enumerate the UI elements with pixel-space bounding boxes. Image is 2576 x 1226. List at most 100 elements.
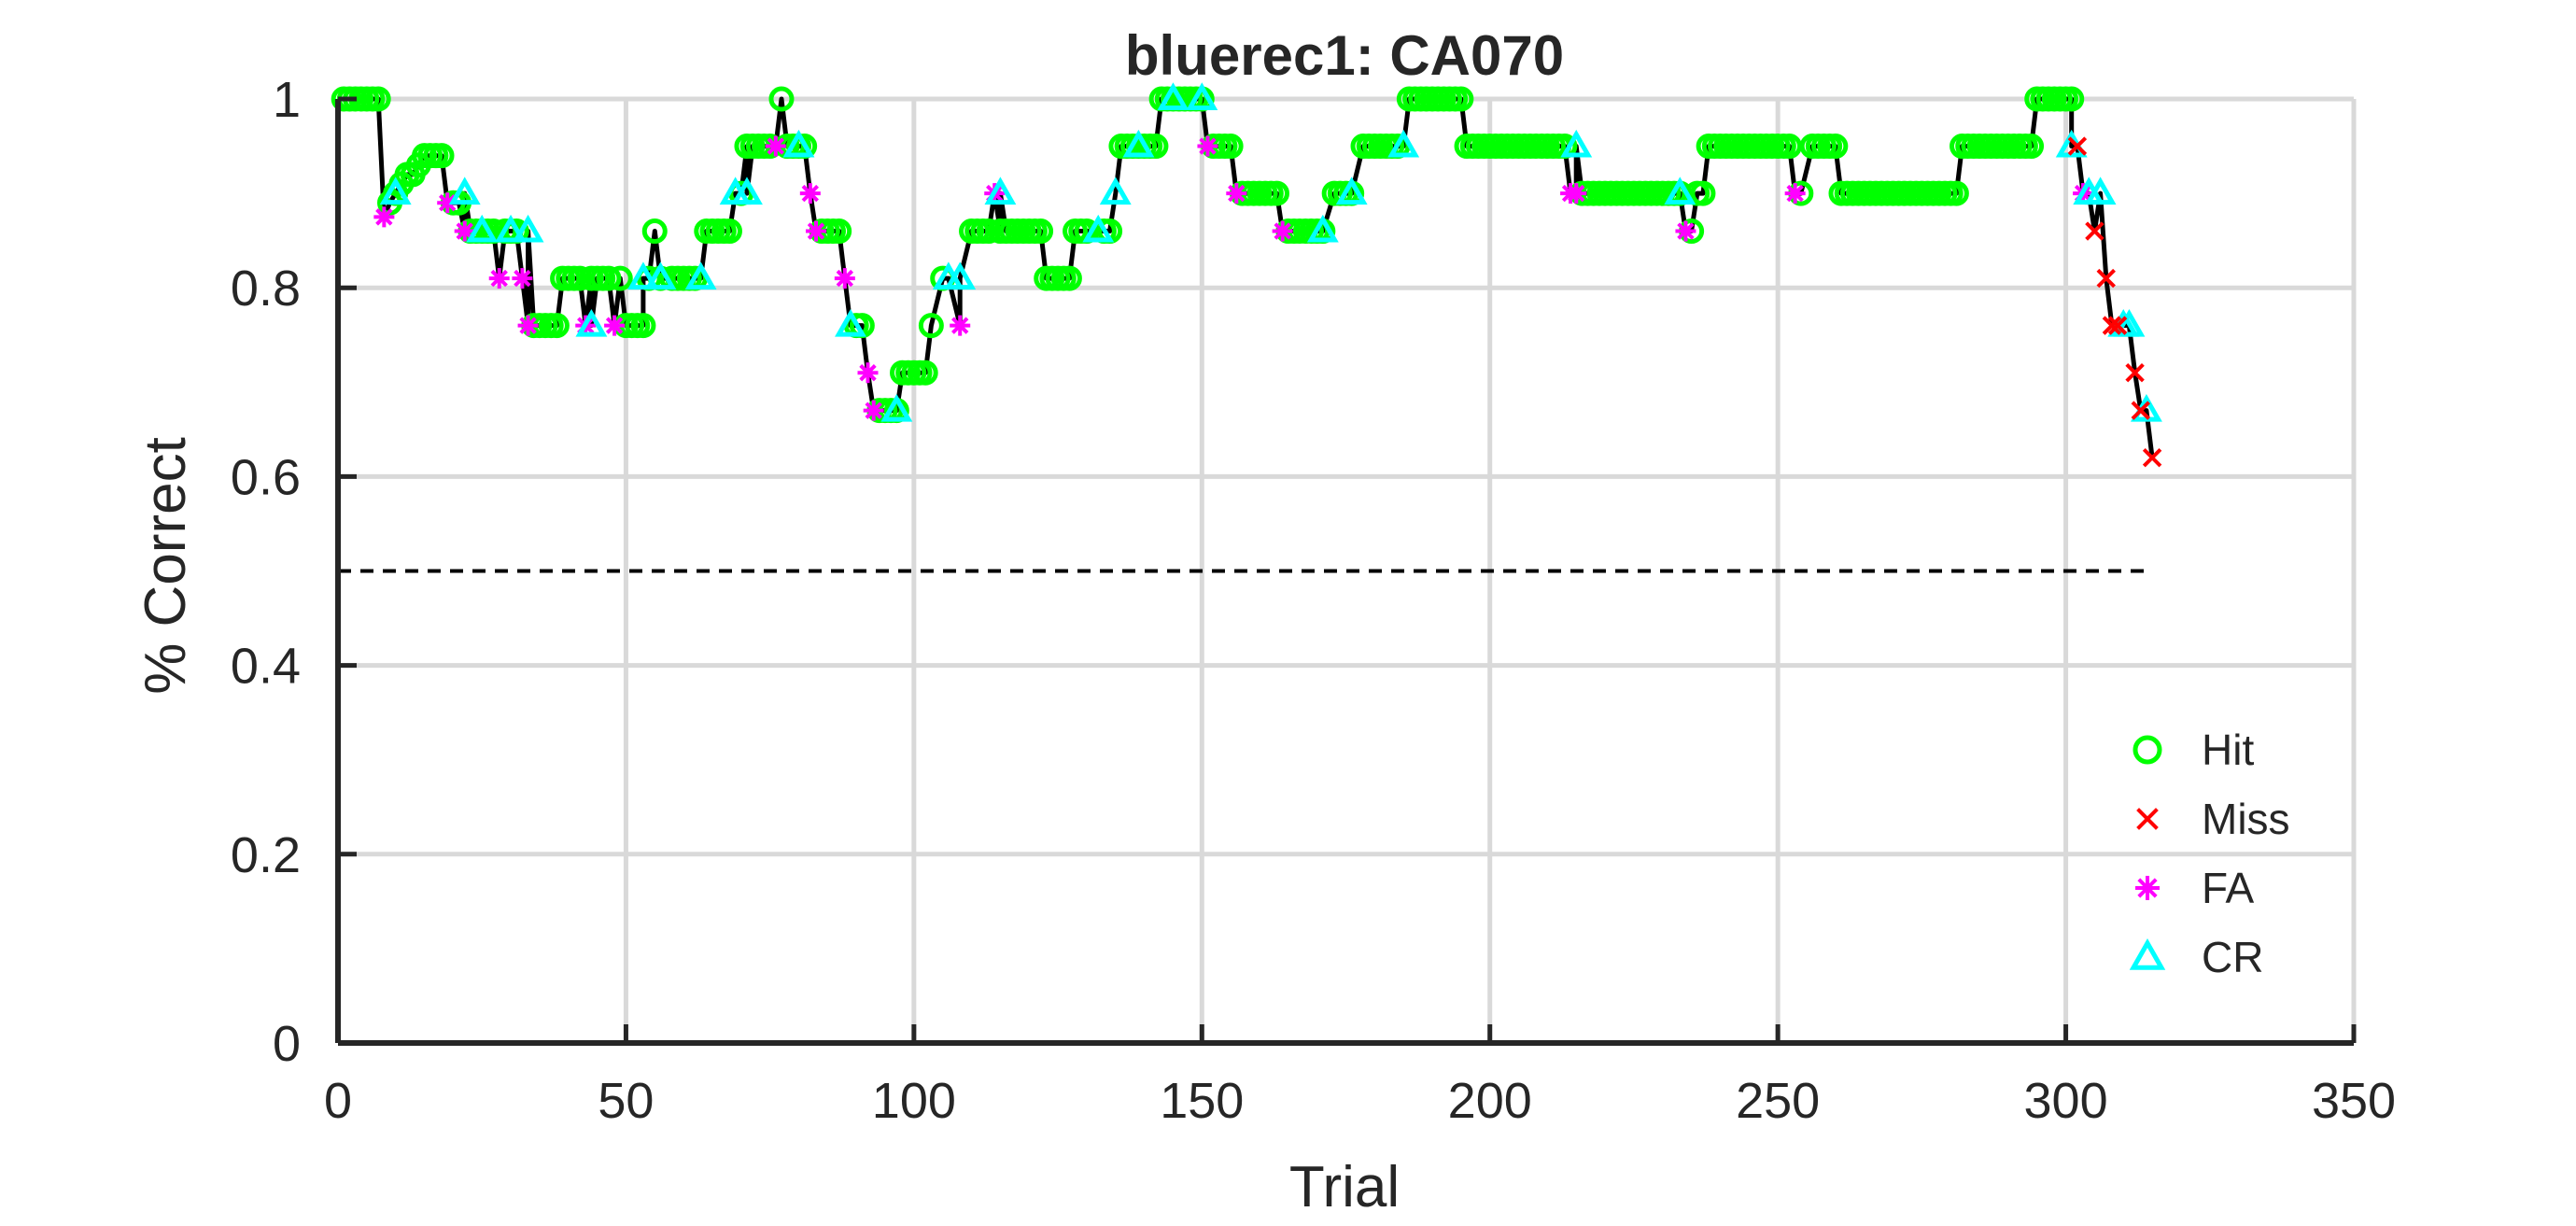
- legend: Hit Miss FA CR: [2129, 726, 2290, 981]
- fa-marker: [1566, 183, 1587, 204]
- hit-marker: [976, 218, 1002, 245]
- y-tick-label: 0.4: [231, 639, 301, 695]
- hit-marker: [429, 143, 455, 169]
- hit-marker: [2019, 134, 2045, 160]
- y-tick-label: 0.2: [231, 827, 301, 883]
- hit-marker: [365, 86, 391, 112]
- cr-marker: [379, 176, 412, 205]
- hit-marker: [596, 265, 622, 291]
- miss-marker: [2107, 316, 2128, 335]
- cr-marker: [1099, 176, 1132, 205]
- fa-marker: [1784, 183, 1806, 204]
- miss-marker: [2142, 447, 2162, 468]
- cr-marker: [684, 261, 717, 290]
- fa-marker: [799, 183, 821, 204]
- hit-marker: [918, 313, 944, 339]
- axes: [335, 96, 2357, 1046]
- miss-marker: [2102, 316, 2122, 335]
- cr-marker: [1306, 214, 1339, 243]
- cr-marker: [835, 308, 866, 337]
- fa-marker: [1226, 183, 1247, 204]
- y-tick-label: 1: [273, 72, 301, 128]
- cr-marker: [1186, 82, 1218, 110]
- cr-marker: [1335, 176, 1368, 205]
- hit-marker: [607, 265, 633, 291]
- hit-marker: [2059, 86, 2085, 112]
- cr-marker: [1560, 129, 1593, 158]
- hit-marker: [630, 313, 656, 339]
- miss-marker: [2125, 362, 2145, 383]
- hit-marker: [543, 313, 570, 339]
- hit-marker: [912, 359, 938, 386]
- cr-marker: [731, 176, 763, 205]
- fa-marker: [604, 315, 626, 336]
- cr-marker: [644, 261, 677, 290]
- y-tick-label: 0.6: [231, 449, 301, 505]
- legend-label-fa: FA: [2202, 864, 2255, 912]
- cr-marker: [1122, 129, 1155, 158]
- fa-marker: [805, 220, 826, 242]
- x-axis-label: Trial: [1289, 1155, 1400, 1219]
- hit-marker: [1448, 86, 1474, 112]
- fa-marker: [834, 268, 855, 289]
- hit-marker: [1943, 180, 1969, 206]
- fa-marker: [488, 268, 510, 289]
- hit-marker: [716, 218, 742, 245]
- cr-marker: [512, 214, 544, 243]
- cr-marker: [984, 176, 1017, 205]
- trial-markers: [331, 82, 2162, 468]
- x-tick-label: 100: [872, 1073, 956, 1129]
- legend-label-miss: Miss: [2202, 795, 2290, 843]
- cr-marker: [495, 214, 528, 243]
- y-axis-label: % Correct: [134, 437, 198, 695]
- cr-marker: [2084, 176, 2117, 205]
- cr-marker: [626, 261, 659, 290]
- hit-marker: [1218, 134, 1244, 160]
- y-tick-label: 0.8: [231, 261, 301, 317]
- cr-marker: [1157, 82, 1189, 110]
- x-tick-label: 150: [1160, 1073, 1244, 1129]
- fa-marker: [1675, 220, 1696, 242]
- x-tick-label: 0: [324, 1073, 352, 1129]
- fa-legend-marker: [2135, 876, 2160, 900]
- hit-marker: [1776, 134, 1802, 160]
- legend-label-cr: CR: [2202, 933, 2263, 981]
- hit-marker: [826, 218, 852, 245]
- fa-marker: [950, 315, 971, 336]
- cr-legend-marker: [2129, 938, 2166, 970]
- legend-label-hit: Hit: [2202, 726, 2254, 774]
- cr-marker: [466, 214, 499, 243]
- fa-marker: [373, 206, 395, 228]
- fa-marker: [863, 400, 884, 421]
- fa-marker: [1197, 135, 1218, 157]
- miss-marker: [2067, 136, 2088, 156]
- fa-marker: [517, 315, 539, 336]
- miss-marker: [2131, 401, 2150, 420]
- x-tick-label: 50: [598, 1073, 654, 1129]
- fa-marker: [1272, 220, 1293, 242]
- hit-marker: [641, 218, 668, 245]
- cr-marker: [1082, 214, 1115, 243]
- x-tick-label: 350: [2312, 1073, 2396, 1129]
- tick-labels: 0 50 100 150 200 250 300 350 0 0.2 0.4 0.6 0.8 1: [231, 72, 2396, 1129]
- hit-marker: [768, 86, 795, 112]
- miss-marker: [2096, 268, 2116, 289]
- cr-marker: [944, 261, 977, 290]
- fa-marker: [765, 135, 786, 157]
- cr-marker: [575, 308, 608, 337]
- cr-marker: [1664, 176, 1696, 205]
- hit-legend-marker: [2133, 735, 2162, 765]
- chart-title: bluerec1: CA070: [1125, 24, 1564, 87]
- miss-legend-marker: [2136, 808, 2159, 830]
- hit-marker: [1056, 265, 1082, 291]
- cr-marker: [880, 393, 913, 422]
- y-tick-label: 0: [273, 1016, 301, 1072]
- miss-marker: [2085, 221, 2104, 241]
- x-tick-label: 250: [1736, 1073, 1820, 1129]
- fa-marker: [512, 268, 533, 289]
- x-tick-label: 300: [2024, 1073, 2108, 1129]
- cr-marker: [782, 129, 815, 158]
- cr-marker: [1387, 129, 1420, 158]
